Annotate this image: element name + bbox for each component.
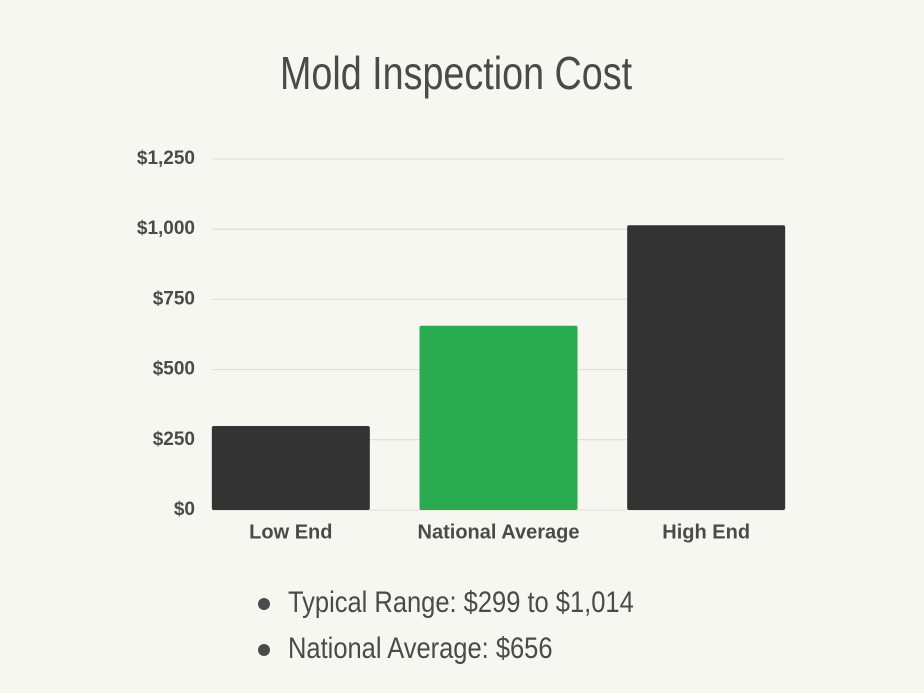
y-tick-label: $250	[153, 429, 195, 450]
x-tick-label: High End	[662, 521, 750, 543]
bar	[627, 225, 786, 510]
bar	[211, 426, 370, 510]
x-tick-label: National Average	[418, 521, 580, 543]
bullet	[258, 644, 270, 656]
y-tick-label: $1,250	[137, 148, 195, 169]
y-tick-label: $0	[174, 499, 195, 520]
note: Typical Range: $299 to $1,014	[288, 585, 634, 618]
bullet	[258, 598, 270, 610]
y-tick-label: $750	[153, 288, 195, 309]
y-tick-label: $500	[153, 359, 195, 380]
y-tick-label: $1,000	[137, 218, 195, 239]
bar	[419, 325, 578, 510]
chart-title: Mold Inspection Cost	[280, 48, 632, 99]
note: National Average: $656	[288, 631, 553, 664]
x-tick-label: Low End	[249, 521, 332, 543]
